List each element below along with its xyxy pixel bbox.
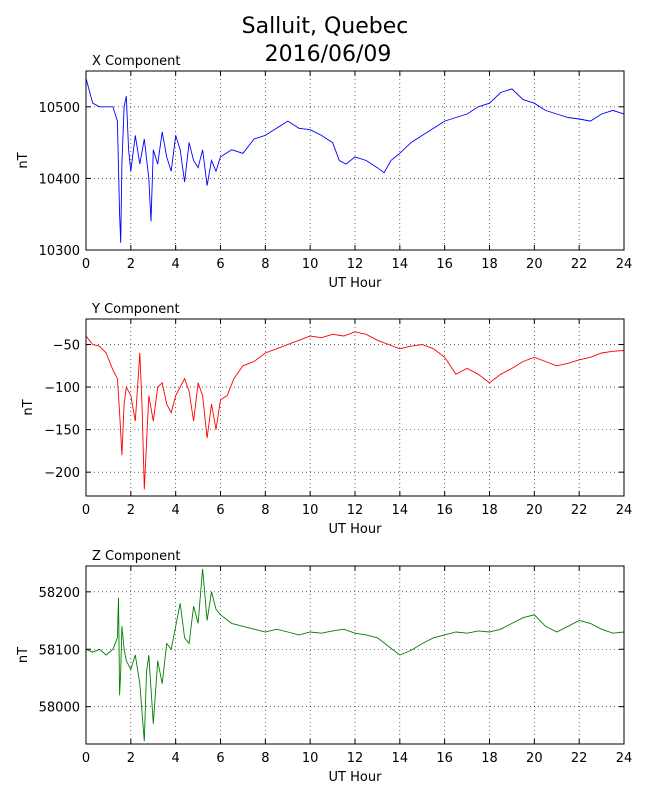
- x-tick-label: 6: [216, 751, 224, 766]
- series-line: [86, 331, 624, 490]
- plot-frame: [85, 318, 625, 497]
- y-tick-label: −50: [53, 339, 80, 354]
- x-tick-label: 14: [392, 503, 409, 518]
- x-tick-label: 16: [436, 257, 453, 272]
- y-tick-label: −100: [44, 381, 80, 396]
- plot-frame: [85, 565, 625, 745]
- x-tick-label: 24: [616, 257, 633, 272]
- y-tick-label: −150: [44, 424, 80, 439]
- figure-title-line2: 2016/06/09: [265, 42, 392, 67]
- x-tick-label: 22: [571, 503, 588, 518]
- x-tick-label: 18: [481, 751, 498, 766]
- y-tick-label: 10500: [39, 101, 80, 116]
- x-tick-label: 0: [82, 751, 90, 766]
- y-tick-label: 58000: [39, 701, 80, 716]
- y-tick-label: 10400: [39, 172, 80, 187]
- x-tick-label: 12: [347, 751, 364, 766]
- x-tick-label: 18: [481, 257, 498, 272]
- panel-title: Y Component: [91, 302, 180, 317]
- y-tick-label: 58100: [39, 643, 80, 658]
- x-tick-label: 22: [571, 751, 588, 766]
- x-tick-label: 8: [261, 257, 269, 272]
- y-tick-label: 10300: [39, 244, 80, 259]
- series-line: [86, 568, 624, 742]
- y-axis-label: nT: [21, 399, 36, 415]
- x-tick-label: 4: [172, 257, 180, 272]
- x-tick-label: 2: [127, 257, 135, 272]
- x-tick-label: 2: [127, 751, 135, 766]
- plot-frame: [85, 70, 625, 251]
- x-axis-label: UT Hour: [329, 770, 383, 785]
- x-tick-label: 4: [172, 751, 180, 766]
- figure-title-line1: Salluit, Quebec: [242, 14, 409, 39]
- x-tick-label: 6: [216, 257, 224, 272]
- x-tick-label: 0: [82, 503, 90, 518]
- x-tick-label: 10: [302, 503, 319, 518]
- x-tick-label: 0: [82, 257, 90, 272]
- y-tick-label: 58200: [39, 586, 80, 601]
- x-axis-label: UT Hour: [329, 522, 383, 537]
- x-tick-label: 18: [481, 503, 498, 518]
- x-tick-label: 20: [526, 257, 543, 272]
- x-tick-label: 16: [436, 751, 453, 766]
- x-tick-label: 14: [392, 257, 409, 272]
- y-axis-label: nT: [16, 152, 31, 168]
- x-tick-label: 22: [571, 257, 588, 272]
- y-tick-label: −200: [44, 466, 80, 481]
- x-tick-label: 8: [261, 503, 269, 518]
- x-tick-label: 24: [616, 751, 633, 766]
- x-tick-label: 10: [302, 751, 319, 766]
- x-axis-label: UT Hour: [329, 276, 383, 291]
- x-tick-label: 14: [392, 751, 409, 766]
- x-tick-label: 20: [526, 503, 543, 518]
- panel-title: Z Component: [92, 549, 181, 564]
- panel-title: X Component: [92, 54, 181, 69]
- x-tick-label: 6: [216, 503, 224, 518]
- y-axis-label: nT: [16, 647, 31, 663]
- x-tick-label: 4: [172, 503, 180, 518]
- x-tick-label: 12: [347, 503, 364, 518]
- x-tick-label: 8: [261, 751, 269, 766]
- x-tick-label: 2: [127, 503, 135, 518]
- series-line: [86, 78, 624, 243]
- x-tick-label: 20: [526, 751, 543, 766]
- x-tick-label: 24: [616, 503, 633, 518]
- x-tick-label: 10: [302, 257, 319, 272]
- x-tick-label: 12: [347, 257, 364, 272]
- x-tick-label: 16: [436, 503, 453, 518]
